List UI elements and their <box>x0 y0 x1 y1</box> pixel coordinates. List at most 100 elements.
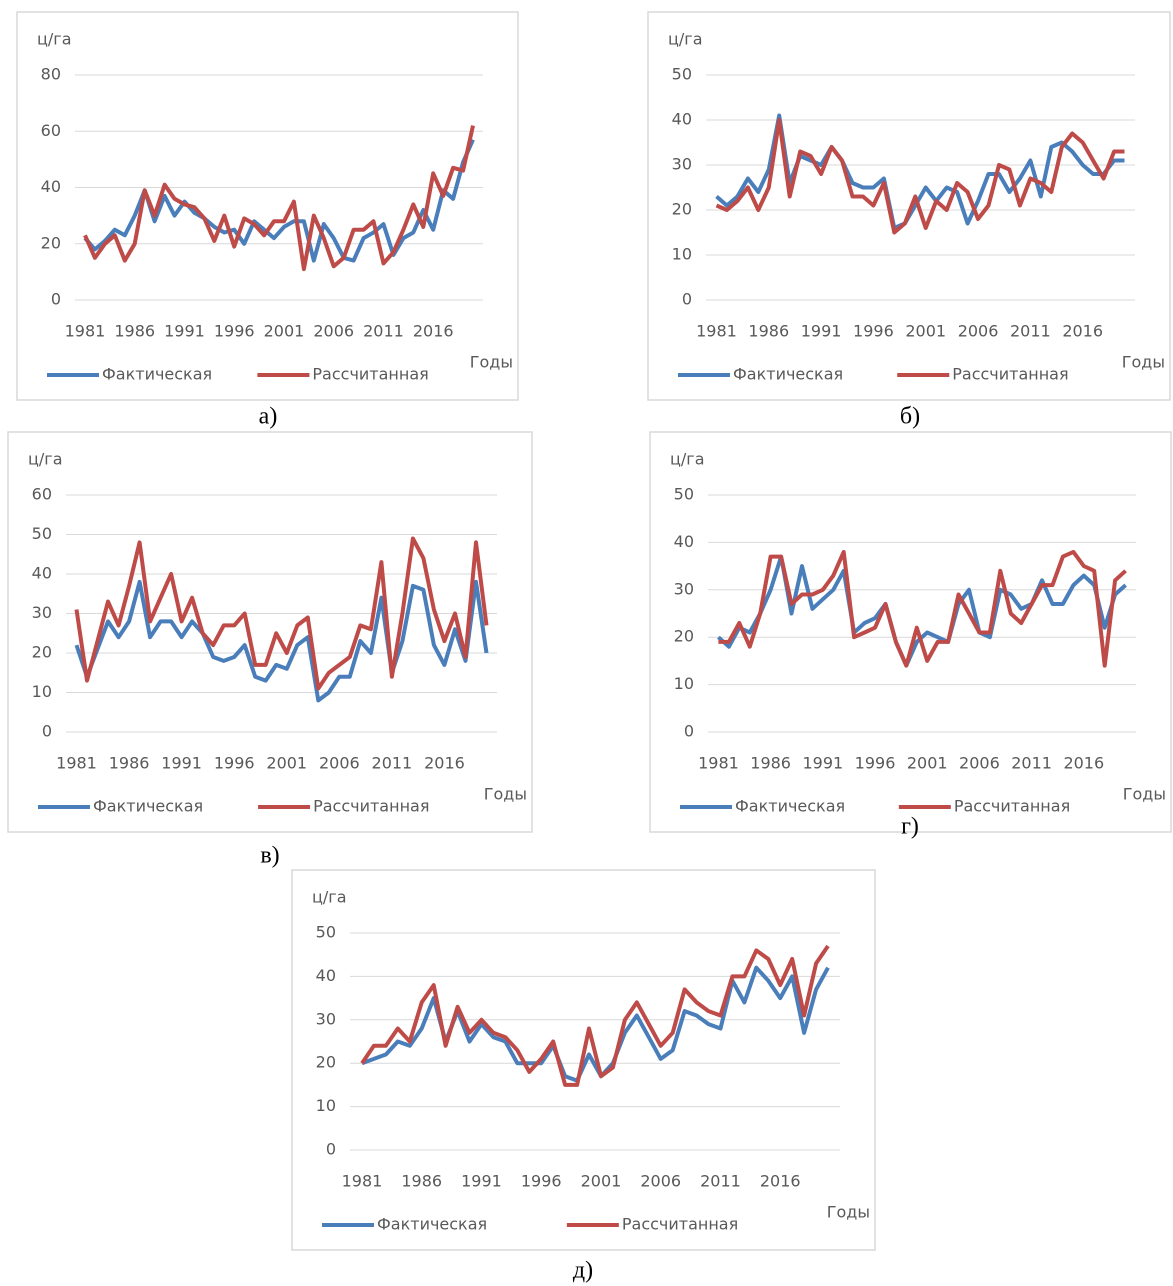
series-line <box>715 118 1125 235</box>
chart: 0 20 40 60 80 1981 1986 1991 1996 2001 2006 2011 201… <box>16 11 519 401</box>
x-axis-label: Годы <box>470 353 513 372</box>
x-tick-label: 1991 <box>161 754 202 773</box>
caption: г) <box>901 814 919 840</box>
x-tick-label: 2006 <box>313 322 354 341</box>
x-tick-label: 1991 <box>801 322 842 341</box>
legend-label: Рассчитанная <box>312 365 428 384</box>
y-tick-label: 30 <box>672 155 692 174</box>
y-tick-label: 60 <box>41 121 61 140</box>
x-tick-label: 2016 <box>413 322 454 341</box>
caption: а) <box>259 404 278 430</box>
y-tick-label: 50 <box>316 923 336 942</box>
x-tick-label: 2001 <box>581 1172 622 1191</box>
legend-label: Рассчитанная <box>313 797 429 816</box>
x-tick-label: 1986 <box>401 1172 442 1191</box>
y-tick-label: 50 <box>674 485 694 504</box>
x-tick-label: 2016 <box>424 754 465 773</box>
chart: 0 10 20 30 40 50 1981 1986 1991 1996 2001 2006 2011 2… <box>291 869 876 1251</box>
x-tick-label: 1996 <box>521 1172 562 1191</box>
x-axis-label: Годы <box>1123 785 1166 804</box>
y-axis-label: ц/га <box>312 888 347 907</box>
y-tick-label: 10 <box>674 674 694 693</box>
chart-frame <box>16 11 519 401</box>
y-tick-label: 20 <box>316 1053 336 1072</box>
y-tick-label: 0 <box>682 290 692 309</box>
y-tick-label: 20 <box>32 643 52 662</box>
x-tick-label: 2001 <box>907 754 948 773</box>
x-tick-label: 1996 <box>214 322 255 341</box>
y-axis-label: ц/га <box>668 30 703 49</box>
x-tick-label: 2001 <box>264 322 305 341</box>
y-axis-label: ц/га <box>37 30 72 49</box>
y-tick-label: 10 <box>672 245 692 264</box>
chart-frame <box>7 431 533 833</box>
y-tick-label: 30 <box>316 1009 336 1028</box>
x-tick-label: 1986 <box>750 754 791 773</box>
x-tick-label: 2016 <box>1062 322 1103 341</box>
legend-label: Фактическая <box>735 797 845 816</box>
x-tick-label: 2006 <box>319 754 360 773</box>
legend-label: Фактическая <box>93 797 203 816</box>
x-tick-label: 2006 <box>640 1172 681 1191</box>
x-tick-label: 1996 <box>853 322 894 341</box>
x-tick-label: 2011 <box>700 1172 741 1191</box>
x-tick-label: 1996 <box>855 754 896 773</box>
x-tick-label: 1981 <box>342 1172 383 1191</box>
y-tick-label: 10 <box>32 682 52 701</box>
x-tick-label: 1981 <box>56 754 97 773</box>
chart: 0 10 20 30 40 50 1981 1986 1991 1996 2001 2006 2011 2… <box>647 11 1171 401</box>
x-tick-label: 1981 <box>65 322 106 341</box>
x-tick-label: 2001 <box>905 322 946 341</box>
chart-frame <box>647 11 1171 401</box>
x-tick-label: 2001 <box>266 754 307 773</box>
caption: б) <box>900 404 920 430</box>
x-tick-label: 1981 <box>696 322 737 341</box>
x-tick-label: 2016 <box>760 1172 801 1191</box>
legend-label: Рассчитанная <box>952 365 1068 384</box>
x-tick-label: 1991 <box>802 754 843 773</box>
x-tick-label: 2011 <box>1010 322 1051 341</box>
chart: 0 10 20 30 40 50 60 1981 1986 1991 1996 2001 2006 201… <box>7 431 533 833</box>
y-tick-label: 20 <box>41 233 61 252</box>
legend-label: Фактическая <box>733 365 843 384</box>
series-line <box>360 944 830 1087</box>
x-tick-label: 1996 <box>214 754 255 773</box>
y-tick-label: 0 <box>684 722 694 741</box>
legend-label: Фактическая <box>102 365 212 384</box>
y-tick-label: 30 <box>674 579 694 598</box>
x-tick-label: 1986 <box>109 754 150 773</box>
caption: д) <box>573 1258 593 1284</box>
y-tick-label: 0 <box>51 290 61 309</box>
y-axis-label: ц/га <box>670 450 705 469</box>
y-tick-label: 0 <box>326 1140 336 1159</box>
x-axis-label: Годы <box>484 785 527 804</box>
x-tick-label: 1981 <box>698 754 739 773</box>
x-tick-label: 1986 <box>114 322 155 341</box>
x-tick-label: 2016 <box>1063 754 1104 773</box>
x-axis-label: Годы <box>827 1203 870 1222</box>
legend-label: Фактическая <box>377 1215 487 1234</box>
x-tick-label: 1991 <box>164 322 205 341</box>
x-tick-label: 2006 <box>958 322 999 341</box>
y-tick-label: 40 <box>32 564 52 583</box>
y-tick-label: 30 <box>32 603 52 622</box>
x-axis-label: Годы <box>1122 353 1165 372</box>
y-tick-label: 40 <box>316 966 336 985</box>
legend-label: Рассчитанная <box>622 1215 738 1234</box>
y-tick-label: 10 <box>316 1096 336 1115</box>
series-line <box>74 536 489 691</box>
x-tick-label: 1986 <box>748 322 789 341</box>
y-tick-label: 40 <box>674 532 694 551</box>
y-tick-label: 60 <box>32 485 52 504</box>
x-tick-label: 2011 <box>363 322 404 341</box>
chart: 0 10 20 30 40 50 1981 1986 1991 1996 2001 2006 2011 2… <box>649 431 1172 833</box>
y-tick-label: 50 <box>672 65 692 84</box>
x-tick-label: 1991 <box>461 1172 502 1191</box>
y-tick-label: 40 <box>41 177 61 196</box>
x-tick-label: 2011 <box>1011 754 1052 773</box>
y-tick-label: 40 <box>672 110 692 129</box>
y-tick-label: 80 <box>41 65 61 84</box>
y-tick-label: 20 <box>674 627 694 646</box>
series-line <box>718 549 1127 668</box>
